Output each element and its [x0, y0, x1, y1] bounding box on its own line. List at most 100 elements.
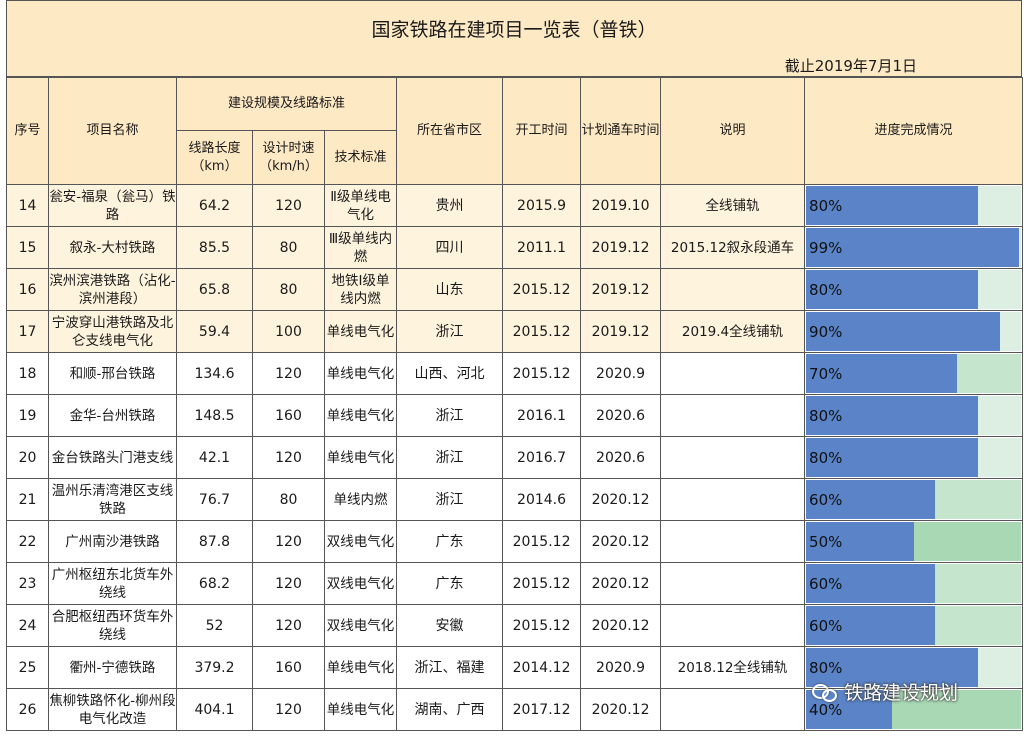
- progress-label: 80%: [809, 406, 843, 425]
- progress-fill: [806, 270, 979, 309]
- cell-open: 2020.12: [580, 478, 662, 521]
- cell-name: 合肥枢纽西环货车外绕线: [48, 604, 177, 647]
- cell-speed: 160: [252, 646, 325, 689]
- cell-province: 浙江、福建: [396, 646, 504, 689]
- cell-name: 宁波穿山港铁路及北仑支线电气化: [48, 310, 177, 353]
- cell-province: 四川: [396, 226, 504, 269]
- cell-open: 2020.9: [580, 646, 662, 689]
- cell-note: [660, 478, 806, 521]
- cell-name: 瓮安-福泉（瓮马）铁路: [48, 184, 177, 227]
- cell-name: 和顺-邢台铁路: [48, 352, 177, 395]
- cell-length: 148.5: [176, 394, 253, 437]
- cell-province: 浙江: [396, 478, 504, 521]
- cell-start: 2015.9: [502, 184, 582, 227]
- cell-length: 68.2: [176, 562, 253, 605]
- cell-note: [660, 436, 806, 479]
- cell-standard: 单线电气化: [323, 688, 398, 731]
- progress-track: 80%: [806, 648, 1022, 687]
- cell-name: 广州南沙港铁路: [48, 520, 177, 563]
- cell-standard: 单线电气化: [323, 646, 398, 689]
- cell-start: 2017.12: [502, 688, 582, 731]
- progress-track: 60%: [806, 480, 1022, 519]
- cell-note: [660, 688, 806, 731]
- cell-progress: 70%: [804, 352, 1024, 395]
- cell-seq: 23: [6, 562, 49, 605]
- cell-speed: 120: [252, 604, 325, 647]
- progress-fill: [806, 606, 936, 645]
- cell-speed: 120: [252, 436, 325, 479]
- cell-name: 滨州滨港铁路（沾化-滨州港段）: [48, 268, 177, 311]
- cell-length: 52: [176, 604, 253, 647]
- progress-fill: [806, 396, 979, 435]
- cell-start: 2015.12: [502, 352, 582, 395]
- progress-track: 99%: [806, 228, 1022, 267]
- progress-label: 80%: [809, 448, 843, 467]
- cell-note: [660, 520, 806, 563]
- table-body: 14 瓮安-福泉（瓮马）铁路 64.2 120 Ⅱ级单线电气化 贵州 2015.9 2019.…: [6, 184, 1024, 731]
- header-province: 所在省市区: [396, 77, 504, 185]
- cell-seq: 19: [6, 394, 49, 437]
- cell-speed: 100: [252, 310, 325, 353]
- cell-note: [660, 268, 806, 311]
- table-row: 14 瓮安-福泉（瓮马）铁路 64.2 120 Ⅱ级单线电气化 贵州 2015.9 2019.…: [6, 184, 1024, 227]
- cell-seq: 20: [6, 436, 49, 479]
- cell-note: [660, 394, 806, 437]
- header-open: 计划通车时间: [580, 77, 662, 185]
- progress-label: 70%: [809, 364, 843, 383]
- progress-fill: [806, 564, 936, 603]
- cell-progress: 80%: [804, 268, 1024, 311]
- table-row: 26 焦柳铁路怀化-柳州段电气化改造 404.1 120 单线电气化 湖南、广西 2017.…: [6, 688, 1024, 731]
- cell-province: 广东: [396, 562, 504, 605]
- cell-length: 134.6: [176, 352, 253, 395]
- cell-seq: 15: [6, 226, 49, 269]
- cell-progress: 80%: [804, 394, 1024, 437]
- cell-open: 2020.12: [580, 562, 662, 605]
- wechat-icon: [812, 682, 838, 702]
- cell-start: 2015.12: [502, 520, 582, 563]
- cell-start: 2015.12: [502, 604, 582, 647]
- progress-track: 40%: [806, 690, 1022, 729]
- cell-note: 2018.12全线铺轨: [660, 646, 806, 689]
- progress-track: 50%: [806, 522, 1022, 561]
- cell-standard: 双线电气化: [323, 562, 398, 605]
- cell-note: 2019.4全线铺轨: [660, 310, 806, 353]
- table-row: 23 广州枢纽东北货车外绕线 68.2 120 双线电气化 广东 2015.12 2020.1…: [6, 562, 1024, 605]
- cell-length: 76.7: [176, 478, 253, 521]
- cell-standard: 地铁Ⅰ级单线内燃: [323, 268, 398, 311]
- cell-speed: 120: [252, 688, 325, 731]
- cell-note: [660, 352, 806, 395]
- cell-note: 全线铺轨: [660, 184, 806, 227]
- cell-seq: 21: [6, 478, 49, 521]
- cell-open: 2020.9: [580, 352, 662, 395]
- table-row: 16 滨州滨港铁路（沾化-滨州港段） 65.8 80 地铁Ⅰ级单线内燃 山东 2015.12…: [6, 268, 1024, 311]
- cell-seq: 18: [6, 352, 49, 395]
- table-row: 25 衢州-宁德铁路 379.2 160 单线电气化 浙江、福建 2014.12 2020.9…: [6, 646, 1024, 689]
- header-note: 说明: [660, 77, 806, 185]
- cell-start: 2015.12: [502, 310, 582, 353]
- page-title: 国家铁路在建项目一览表（普铁）: [371, 19, 657, 41]
- cell-length: 404.1: [176, 688, 253, 731]
- cell-open: 2020.12: [580, 604, 662, 647]
- table-row: 21 温州乐清湾港区支线铁路 76.7 80 单线内燃 浙江 2014.6 2020.12 60…: [6, 478, 1024, 521]
- cell-length: 65.8: [176, 268, 253, 311]
- cell-province: 浙江: [396, 310, 504, 353]
- cell-speed: 80: [252, 478, 325, 521]
- cell-province: 山东: [396, 268, 504, 311]
- progress-label: 99%: [809, 238, 843, 257]
- cell-name: 广州枢纽东北货车外绕线: [48, 562, 177, 605]
- progress-label: 60%: [809, 490, 843, 509]
- cell-speed: 120: [252, 520, 325, 563]
- cell-standard: 单线电气化: [323, 310, 398, 353]
- progress-label: 80%: [809, 196, 843, 215]
- cell-open: 2020.12: [580, 688, 662, 731]
- cell-province: 山西、河北: [396, 352, 504, 395]
- cell-seq: 22: [6, 520, 49, 563]
- cell-province: 贵州: [396, 184, 504, 227]
- cell-seq: 17: [6, 310, 49, 353]
- cell-progress: 80%: [804, 184, 1024, 227]
- cell-start: 2016.7: [502, 436, 582, 479]
- cell-name: 金华-台州铁路: [48, 394, 177, 437]
- cell-province: 湖南、广西: [396, 688, 504, 731]
- progress-label: 60%: [809, 574, 843, 593]
